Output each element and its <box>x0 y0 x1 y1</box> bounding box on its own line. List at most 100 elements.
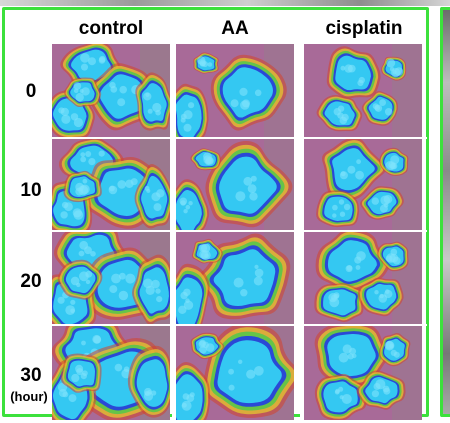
cell-texture <box>60 107 69 116</box>
cell-texture <box>70 299 76 305</box>
micrograph-tile <box>304 139 422 233</box>
micrograph-tile <box>304 326 422 420</box>
cell-region <box>213 249 276 306</box>
cell-texture <box>109 285 118 294</box>
cell-texture <box>379 204 388 213</box>
cell-texture <box>145 92 150 97</box>
row-label-0: 0 <box>25 81 37 102</box>
cell-texture <box>57 296 65 304</box>
cell-texture <box>392 70 397 75</box>
cell-texture <box>382 385 390 393</box>
cell-texture <box>76 282 81 288</box>
cell-texture <box>143 278 153 289</box>
cell-texture <box>80 373 87 380</box>
cell-texture <box>182 393 190 400</box>
cell-texture <box>390 349 397 356</box>
cell-texture <box>200 250 211 261</box>
cell-texture <box>125 179 134 188</box>
micrograph-image <box>176 44 294 138</box>
cell-texture <box>109 81 116 89</box>
cell-texture <box>180 113 187 120</box>
cell-texture <box>151 279 160 289</box>
cell-texture <box>386 255 393 262</box>
column-label-aa: AA <box>221 18 249 39</box>
cell-texture <box>228 368 234 375</box>
cell-texture <box>72 208 82 218</box>
cell-texture <box>80 53 90 63</box>
adjacent-panel-edge <box>440 7 450 417</box>
cell-texture <box>358 76 365 84</box>
cell-region <box>327 240 379 282</box>
cell-texture <box>183 209 188 214</box>
cell-texture <box>188 201 193 206</box>
cell-texture <box>339 211 346 217</box>
cell-texture <box>144 185 150 191</box>
cell-texture <box>183 123 192 132</box>
cell-texture <box>151 192 161 202</box>
micrograph-tile <box>52 44 170 138</box>
cell-texture <box>337 112 344 119</box>
cell-texture <box>90 251 96 257</box>
micrograph-image <box>314 232 422 326</box>
cell-texture <box>111 273 121 284</box>
cell-texture <box>81 340 86 346</box>
cell-texture <box>60 211 68 219</box>
cell-texture <box>201 243 211 253</box>
cell-texture <box>80 156 87 163</box>
cell-texture <box>84 246 92 255</box>
cell-texture <box>198 340 206 348</box>
cell-texture <box>356 159 361 165</box>
cell-texture <box>249 192 258 201</box>
cell-texture <box>61 114 71 124</box>
cell-texture <box>373 383 381 390</box>
cell-texture <box>88 57 96 66</box>
cell-texture <box>246 369 256 379</box>
cell-texture <box>70 308 75 314</box>
cell-texture <box>153 203 162 212</box>
row-label-20: 20 <box>20 271 42 292</box>
micrograph-tile <box>176 326 294 420</box>
cell-texture <box>394 67 404 76</box>
cell-texture <box>338 199 345 205</box>
row-label-10: 10 <box>20 180 42 201</box>
grid-divider <box>51 324 427 326</box>
cell-texture <box>228 384 235 391</box>
column-label-control: control <box>78 18 144 39</box>
cell-texture <box>254 268 264 278</box>
cell-texture <box>178 305 187 314</box>
micrograph-tile <box>52 232 170 326</box>
cell-texture <box>80 152 86 157</box>
cell-texture <box>64 202 73 212</box>
cell-texture <box>343 203 351 211</box>
cell-texture <box>117 180 126 189</box>
cell-texture <box>254 366 264 376</box>
cell-texture <box>78 185 89 196</box>
cell-texture <box>332 213 337 218</box>
cell-texture <box>383 194 393 204</box>
cell-texture <box>345 265 353 273</box>
cell-texture <box>114 363 123 372</box>
row-label-30: 30 <box>20 365 42 386</box>
micrograph-image <box>52 139 170 233</box>
cell-texture <box>156 296 163 303</box>
cell-texture <box>354 256 362 264</box>
cell-region <box>324 196 353 221</box>
cell-texture <box>145 285 155 295</box>
cell-texture <box>240 289 248 297</box>
cell-texture <box>254 264 259 269</box>
cell-texture <box>118 290 129 301</box>
cell-texture <box>374 290 379 295</box>
cell-texture <box>155 288 161 294</box>
cell-texture <box>386 58 396 68</box>
cell-texture <box>117 98 126 107</box>
cell-texture <box>147 108 153 114</box>
cell-texture <box>371 197 379 205</box>
cell-texture <box>179 197 188 206</box>
cell-texture <box>119 272 126 280</box>
cell-texture <box>185 204 191 210</box>
cell-texture <box>207 62 213 67</box>
micrograph-tile <box>304 44 422 138</box>
cell-texture <box>250 175 257 182</box>
cell-texture <box>338 352 349 363</box>
cell-texture <box>233 277 244 288</box>
